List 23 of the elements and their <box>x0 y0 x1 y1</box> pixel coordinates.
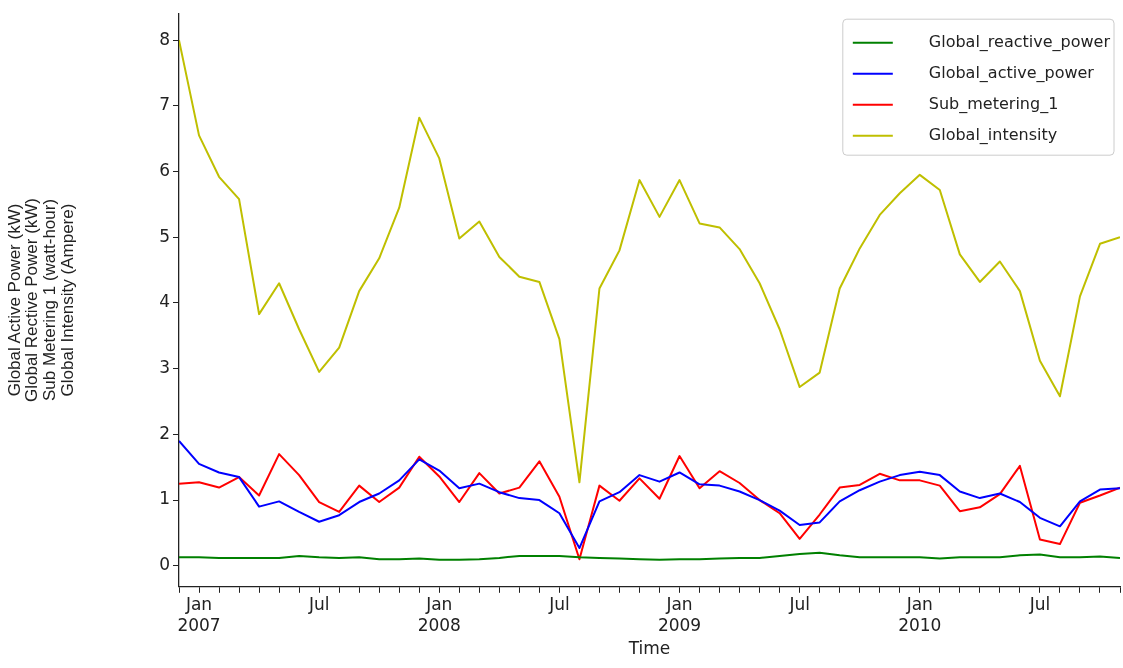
y-tick-label: 3 <box>159 357 170 378</box>
x-tick-label: Jan 2008 <box>417 594 461 635</box>
x-tick-label: Jul <box>788 594 810 615</box>
x-tick-label: Jan 2007 <box>177 594 221 635</box>
y-tick-label: 5 <box>159 225 170 246</box>
y-axis-title: Global Active Power (kW) Global Rective Power (kW) Sub Metering 1 (watt-hour) Global Intensity (Ampere) <box>4 197 78 403</box>
y-tick-label: 6 <box>159 159 170 180</box>
x-tick-label: Jul <box>1028 594 1051 615</box>
x-tick-label: Jan 2009 <box>657 594 702 635</box>
x-tick-label: Jul <box>548 594 570 615</box>
x-tick-label: Jan 2010 <box>898 594 942 635</box>
legend-label: Global_intensity <box>928 124 1058 145</box>
legend-label: Global_active_power <box>928 62 1095 83</box>
legend-label: Sub_metering_1 <box>928 93 1059 114</box>
y-tick-label: 1 <box>159 488 170 509</box>
x-tick-label: Jul <box>307 594 330 615</box>
y-tick-label: 0 <box>159 554 170 575</box>
y-tick-label: 8 <box>159 28 170 49</box>
y-tick-label: 4 <box>159 291 170 312</box>
legend-label: Global_reactive_power <box>928 31 1111 52</box>
y-tick-label: 2 <box>159 422 170 443</box>
y-tick-label: 7 <box>159 94 170 115</box>
x-axis-title: Time <box>627 638 671 659</box>
